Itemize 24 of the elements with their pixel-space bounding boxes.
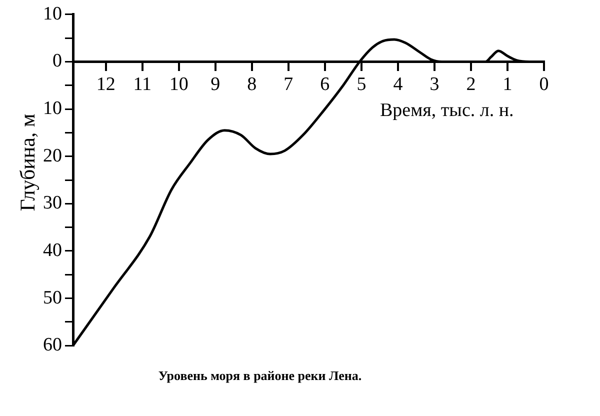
x-axis-title: Время, тыс. л. н. bbox=[380, 100, 515, 122]
y-tick-label: 20 bbox=[43, 145, 62, 166]
x-tick-label: 9 bbox=[210, 74, 220, 96]
x-tick-label: 1 bbox=[502, 74, 512, 96]
y-tick-label: 10 bbox=[43, 98, 62, 120]
x-tick-label: 12 bbox=[96, 74, 116, 96]
y-tick-label: 10 bbox=[43, 3, 62, 24]
x-tick-label: 0 bbox=[539, 74, 549, 96]
y-axis-title: Глубина, м bbox=[16, 112, 40, 214]
y-tick-label: 30 bbox=[43, 192, 62, 214]
x-tick-label: 7 bbox=[284, 74, 294, 96]
x-tick-label: 2 bbox=[466, 74, 476, 96]
text: Уровень моря в районе реки Лена. bbox=[157, 368, 363, 384]
y-tick-label: 0 bbox=[52, 50, 62, 72]
x-tick-label: 5 bbox=[356, 74, 366, 96]
y-tick-label: 50 bbox=[43, 287, 62, 308]
x-tick-label: 3 bbox=[430, 74, 440, 96]
x-tick-label: 10 bbox=[169, 74, 188, 96]
y-tick-label: 60 bbox=[43, 334, 62, 356]
x-tick-label: 4 bbox=[393, 74, 404, 96]
x-tick-label: 11 bbox=[133, 74, 152, 96]
x-tick-label: 6 bbox=[320, 74, 330, 96]
y-tick-label: 40 bbox=[43, 240, 62, 261]
x-tick-label: 8 bbox=[247, 74, 257, 96]
